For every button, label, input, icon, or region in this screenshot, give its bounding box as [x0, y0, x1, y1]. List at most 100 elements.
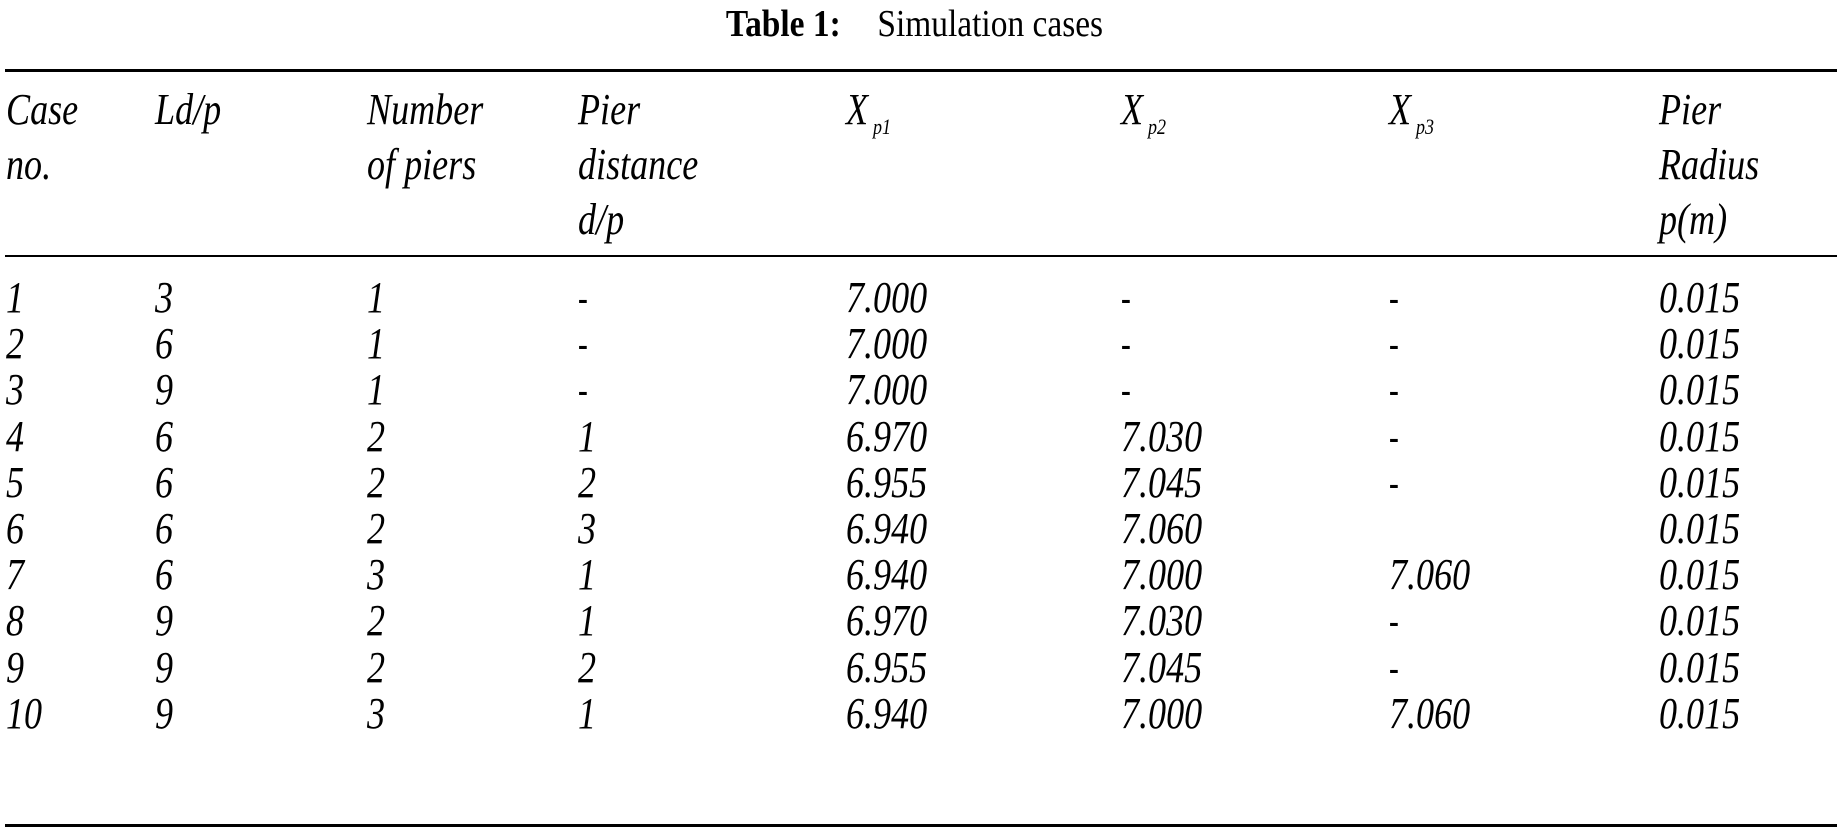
header-xp1-sub: p1 — [872, 114, 892, 139]
cell-number-of-piers: 2 — [367, 642, 386, 692]
cell-pier-distance: 1 — [578, 688, 597, 738]
table-row: 6 6 2 3 6.940 7.060 0.015 — [0, 502, 1837, 556]
cell-xp3: - — [1389, 647, 1399, 688]
cell-pier-radius: 0.015 — [1659, 411, 1741, 461]
cell-xp2: 7.030 — [1121, 596, 1203, 646]
cell-pier-radius: 0.015 — [1659, 550, 1741, 600]
table-row: 7 6 3 1 6.940 7.000 7.060 0.015 — [0, 548, 1837, 602]
cell-pier-distance: 2 — [578, 457, 597, 507]
cell-ld-p: 9 — [155, 596, 174, 646]
cell-pier-distance: 2 — [578, 642, 597, 692]
cell-xp1: 6.970 — [846, 411, 928, 461]
header-number-of-piers: Number of piers — [367, 85, 484, 189]
cell-number-of-piers: 1 — [367, 273, 386, 322]
cell-xp1: 6.940 — [846, 504, 928, 553]
cell-number-of-piers: 3 — [367, 688, 386, 738]
table-bottom-rule — [5, 824, 1837, 827]
cell-number-of-piers: 3 — [367, 550, 386, 600]
cell-case-no: 6 — [6, 504, 25, 553]
cell-pier-distance: 1 — [578, 550, 597, 600]
cell-pier-radius: 0.015 — [1659, 457, 1741, 507]
cell-pier-distance: - — [578, 370, 588, 411]
cell-pier-distance: - — [578, 324, 588, 365]
cell-pier-radius: 0.015 — [1659, 596, 1741, 646]
cell-xp2: 7.030 — [1121, 411, 1203, 461]
cell-ld-p: 9 — [155, 642, 174, 692]
cell-ld-p: 3 — [155, 273, 174, 322]
cell-ld-p: 6 — [155, 411, 174, 461]
cell-xp1: 7.000 — [846, 273, 928, 322]
cell-number-of-piers: 2 — [367, 596, 386, 646]
table-row: 5 6 2 2 6.955 7.045 - 0.015 — [0, 456, 1837, 510]
cell-case-no: 7 — [6, 550, 25, 600]
table-caption: Table 1: Simulation cases — [0, 2, 1837, 46]
cell-xp2: 7.000 — [1121, 550, 1203, 600]
cell-number-of-piers: 1 — [367, 365, 386, 415]
cell-case-no: 10 — [6, 688, 43, 738]
cell-case-no: 9 — [6, 642, 25, 692]
table-caption-title: Simulation cases — [877, 3, 1104, 45]
cell-pier-distance: 1 — [578, 411, 597, 461]
table-row: 10 9 3 1 6.940 7.000 7.060 0.015 — [0, 687, 1837, 741]
table-row: 2 6 1 - 7.000 - - 0.015 — [0, 317, 1837, 371]
cell-case-no: 5 — [6, 457, 25, 507]
cell-xp2: - — [1121, 370, 1131, 411]
cell-xp1: 6.940 — [846, 550, 928, 600]
cell-number-of-piers: 2 — [367, 411, 386, 461]
cell-xp1: 6.940 — [846, 688, 928, 738]
cell-xp2: 7.060 — [1121, 504, 1203, 553]
cell-ld-p: 6 — [155, 319, 174, 369]
table-row: 8 9 2 1 6.970 7.030 - 0.015 — [0, 594, 1837, 648]
table-row: 3 9 1 - 7.000 - - 0.015 — [0, 363, 1837, 417]
cell-xp2: - — [1121, 278, 1131, 318]
header-xp2-sub: p2 — [1147, 114, 1167, 139]
cell-pier-radius: 0.015 — [1659, 319, 1741, 369]
cell-case-no: 2 — [6, 319, 25, 369]
cell-pier-radius: 0.015 — [1659, 504, 1741, 553]
cell-xp3: - — [1389, 324, 1399, 365]
table-row: 4 6 2 1 6.970 7.030 - 0.015 — [0, 410, 1837, 464]
header-xp3-base: X — [1389, 85, 1412, 134]
header-xp3-sub: p3 — [1415, 114, 1435, 139]
cell-ld-p: 6 — [155, 550, 174, 600]
cell-xp3: - — [1389, 278, 1399, 318]
cell-case-no: 4 — [6, 411, 25, 461]
cell-xp1: 6.955 — [846, 457, 928, 507]
table-row: 1 3 1 - 7.000 - - 0.015 — [0, 271, 1837, 325]
cell-number-of-piers: 2 — [367, 457, 386, 507]
cell-pier-radius: 0.015 — [1659, 365, 1741, 415]
cell-case-no: 3 — [6, 365, 25, 415]
cell-ld-p: 6 — [155, 504, 174, 553]
cell-case-no: 8 — [6, 596, 25, 646]
cell-xp3: 7.060 — [1389, 688, 1471, 738]
header-ld-p: Ld/p — [155, 85, 222, 134]
header-pier-radius: Pier Radius p(m) — [1659, 85, 1760, 244]
cell-xp2: 7.000 — [1121, 688, 1203, 738]
cell-pier-distance: - — [578, 278, 588, 318]
cell-number-of-piers: 1 — [367, 319, 386, 369]
cell-ld-p: 6 — [155, 457, 174, 507]
cell-xp2: 7.045 — [1121, 457, 1203, 507]
cell-pier-distance: 1 — [578, 596, 597, 646]
cell-ld-p: 9 — [155, 688, 174, 738]
header-pier-distance: Pier distance d/p — [578, 85, 699, 244]
cell-xp1: 6.970 — [846, 596, 928, 646]
cell-xp3: - — [1389, 462, 1399, 503]
cell-xp3: - — [1389, 416, 1399, 457]
cell-xp1: 6.955 — [846, 642, 928, 692]
cell-pier-radius: 0.015 — [1659, 688, 1741, 738]
cell-xp2: 7.045 — [1121, 642, 1203, 692]
header-case-no: Case no. — [6, 85, 79, 189]
cell-number-of-piers: 2 — [367, 504, 386, 553]
cell-xp3: - — [1389, 601, 1399, 642]
cell-xp1: 7.000 — [846, 365, 928, 415]
cell-pier-radius: 0.015 — [1659, 642, 1741, 692]
cell-ld-p: 9 — [155, 365, 174, 415]
table-caption-label: Table 1: — [726, 3, 841, 45]
cell-xp2: - — [1121, 324, 1131, 365]
table-top-rule — [5, 69, 1837, 72]
header-xp2-base: X — [1121, 85, 1144, 134]
table-row: 9 9 2 2 6.955 7.045 - 0.015 — [0, 641, 1837, 695]
